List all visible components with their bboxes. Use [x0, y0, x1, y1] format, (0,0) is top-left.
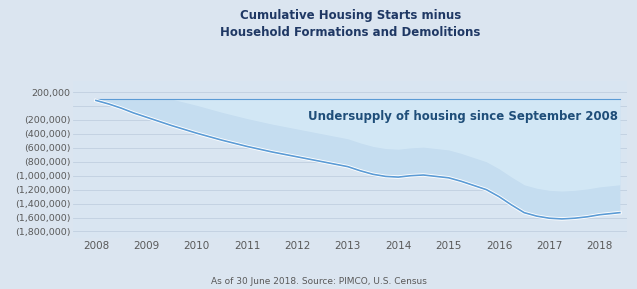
Text: As of 30 June 2018. Source: PIMCO, U.S. Census: As of 30 June 2018. Source: PIMCO, U.S. … — [211, 277, 426, 286]
Text: Cumulative Housing Starts minus
Household Formations and Demolitions: Cumulative Housing Starts minus Househol… — [220, 9, 480, 39]
Text: Undersupply of housing since September 2008: Undersupply of housing since September 2… — [308, 110, 617, 123]
